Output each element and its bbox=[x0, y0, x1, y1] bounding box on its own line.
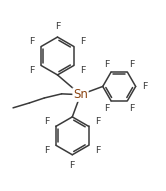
Text: F: F bbox=[104, 60, 109, 69]
Text: F: F bbox=[55, 22, 60, 31]
Text: F: F bbox=[80, 66, 86, 75]
Text: F: F bbox=[95, 146, 100, 155]
Text: F: F bbox=[29, 66, 35, 75]
Text: F: F bbox=[44, 146, 50, 155]
Text: F: F bbox=[129, 60, 135, 69]
Text: F: F bbox=[80, 37, 86, 46]
Text: F: F bbox=[44, 117, 50, 126]
Text: Sn: Sn bbox=[73, 88, 88, 101]
Text: F: F bbox=[142, 82, 147, 91]
Text: F: F bbox=[104, 104, 109, 113]
Text: F: F bbox=[95, 117, 100, 126]
Text: F: F bbox=[29, 37, 35, 46]
Text: F: F bbox=[70, 161, 75, 170]
Text: F: F bbox=[129, 104, 135, 113]
